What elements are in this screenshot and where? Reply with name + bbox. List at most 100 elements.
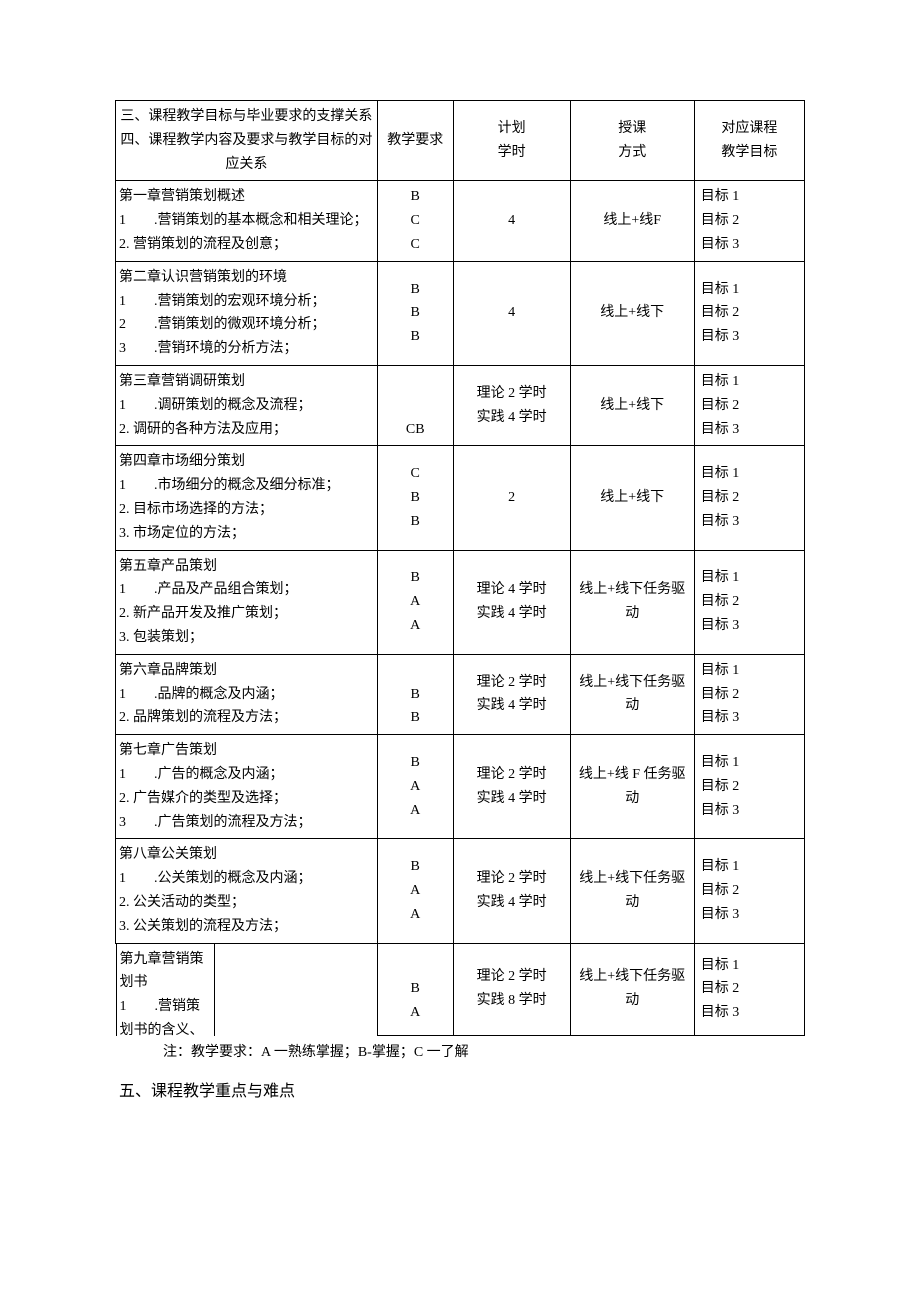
hours-value: 理论 4 学时 bbox=[457, 578, 567, 602]
goal-value: 目标 2 bbox=[701, 394, 801, 418]
cell-method: 线上+线下任务驱动 bbox=[570, 839, 694, 943]
table-row: 第六章品牌策划 1 .品牌的概念及内涵； 2. 品牌策划的流程及方法； BB理论… bbox=[116, 654, 805, 734]
goal-value: 目标 1 bbox=[701, 751, 801, 775]
header-goals-l1: 对应课程 bbox=[698, 117, 801, 141]
header-method: 授课 方式 bbox=[570, 101, 694, 181]
cell-method: 线上+线下 bbox=[570, 365, 694, 445]
cell-goals: 目标 1目标 2目标 3 bbox=[694, 550, 804, 654]
hours-value: 实践 4 学时 bbox=[457, 891, 567, 915]
hours-value: 4 bbox=[457, 209, 567, 233]
req-value: B bbox=[381, 325, 450, 349]
header-hours-l2: 学时 bbox=[457, 141, 567, 165]
hours-value: 4 bbox=[457, 301, 567, 325]
req-value: B bbox=[381, 566, 450, 590]
cell-hours: 4 bbox=[453, 261, 570, 365]
req-value: A bbox=[381, 590, 450, 614]
header-method-l1: 授课 bbox=[574, 117, 691, 141]
req-value: B bbox=[381, 185, 450, 209]
goal-value: 目标 2 bbox=[701, 209, 801, 233]
hours-value: 2 bbox=[457, 486, 567, 510]
req-value: A bbox=[381, 879, 450, 903]
cell-hours: 2 bbox=[453, 446, 570, 550]
goal-value: 目标 2 bbox=[701, 775, 801, 799]
cell-hours: 理论 2 学时实践 4 学时 bbox=[453, 839, 570, 943]
header-req: 教学要求 bbox=[377, 101, 453, 181]
hours-value: 实践 8 学时 bbox=[457, 989, 567, 1013]
req-value: B bbox=[381, 278, 450, 302]
cell-req: BAA bbox=[377, 839, 453, 943]
req-value bbox=[381, 954, 450, 978]
header-hours: 计划 学时 bbox=[453, 101, 570, 181]
cell-req: BCC bbox=[377, 181, 453, 261]
hours-value: 实践 4 学时 bbox=[457, 787, 567, 811]
cell-goals: 目标 1目标 2目标 3 bbox=[694, 943, 804, 1036]
course-table: 三、课程教学目标与毕业要求的支撑关系四、课程教学内容及要求与教学目标的对应关系 … bbox=[115, 100, 805, 1036]
cell-goals: 目标 1目标 2目标 3 bbox=[694, 181, 804, 261]
hours-value: 实践 4 学时 bbox=[457, 406, 567, 430]
req-value: A bbox=[381, 614, 450, 638]
table-note: 注：教学要求：A 一熟练掌握；B-掌握；C 一了解 bbox=[163, 1042, 805, 1064]
req-value: B bbox=[381, 855, 450, 879]
req-value: B bbox=[381, 683, 450, 707]
cell-goals: 目标 1目标 2目标 3 bbox=[694, 365, 804, 445]
req-value: B bbox=[381, 301, 450, 325]
req-value: B bbox=[381, 977, 450, 1001]
cell-req: BAA bbox=[377, 550, 453, 654]
hours-value: 理论 2 学时 bbox=[457, 382, 567, 406]
goal-value: 目标 2 bbox=[701, 301, 801, 325]
goal-value: 目标 3 bbox=[701, 418, 801, 442]
goal-value: 目标 3 bbox=[701, 903, 801, 927]
cell-goals: 目标 1目标 2目标 3 bbox=[694, 654, 804, 734]
goal-value: 目标 3 bbox=[701, 706, 801, 730]
hours-value: 理论 2 学时 bbox=[457, 763, 567, 787]
cell-req: CBB bbox=[377, 446, 453, 550]
goal-value: 目标 1 bbox=[701, 370, 801, 394]
header-goals: 对应课程 教学目标 bbox=[694, 101, 804, 181]
req-value bbox=[381, 370, 450, 394]
req-value: A bbox=[381, 903, 450, 927]
req-value: B bbox=[381, 706, 450, 730]
cell-req: BAA bbox=[377, 735, 453, 839]
cell-goals: 目标 1目标 2目标 3 bbox=[694, 261, 804, 365]
goal-value: 目标 1 bbox=[701, 185, 801, 209]
req-value: C bbox=[381, 462, 450, 486]
req-value: A bbox=[381, 799, 450, 823]
table-header-row: 三、课程教学目标与毕业要求的支撑关系四、课程教学内容及要求与教学目标的对应关系 … bbox=[116, 101, 805, 181]
goal-value: 目标 1 bbox=[701, 462, 801, 486]
goal-value: 目标 1 bbox=[701, 954, 801, 978]
goal-value: 目标 1 bbox=[701, 659, 801, 683]
goal-value: 目标 1 bbox=[701, 566, 801, 590]
goal-value: 目标 3 bbox=[701, 614, 801, 638]
hours-value: 实践 4 学时 bbox=[457, 694, 567, 718]
cell-req: BBB bbox=[377, 261, 453, 365]
cell-content: 第七章广告策划 1 .广告的概念及内涵； 2. 广告媒介的类型及选择； 3 .广… bbox=[116, 735, 378, 839]
cell-hours: 4 bbox=[453, 181, 570, 261]
table-row: 第四章市场细分策划 1 .市场细分的概念及细分标准； 2. 目标市场选择的方法；… bbox=[116, 446, 805, 550]
cell-goals: 目标 1目标 2目标 3 bbox=[694, 839, 804, 943]
cell-method: 线上+线下 bbox=[570, 261, 694, 365]
hours-value: 实践 4 学时 bbox=[457, 602, 567, 626]
req-value: B bbox=[381, 751, 450, 775]
cell-content: 第五章产品策划 1 .产品及产品组合策划； 2. 新产品开发及推广策划； 3. … bbox=[116, 550, 378, 654]
cell-content: 第八章公关策划 1 .公关策划的概念及内涵； 2. 公关活动的类型； 3. 公关… bbox=[116, 839, 378, 943]
goal-value: 目标 1 bbox=[701, 855, 801, 879]
cell-hours: 理论 2 学时实践 4 学时 bbox=[453, 654, 570, 734]
req-value: A bbox=[381, 775, 450, 799]
goal-value: 目标 3 bbox=[701, 510, 801, 534]
cell-method: 线上+线F bbox=[570, 181, 694, 261]
cell-content: 第二章认识营销策划的环境 1 .营销策划的宏观环境分析； 2 .营销策划的微观环… bbox=[116, 261, 378, 365]
goal-value: 目标 2 bbox=[701, 879, 801, 903]
table-row: 第五章产品策划 1 .产品及产品组合策划； 2. 新产品开发及推广策划； 3. … bbox=[116, 550, 805, 654]
req-value: A bbox=[381, 1001, 450, 1025]
cell-goals: 目标 1目标 2目标 3 bbox=[694, 735, 804, 839]
goal-value: 目标 3 bbox=[701, 325, 801, 349]
header-method-l2: 方式 bbox=[574, 141, 691, 165]
cell-content: 第一章营销策划概述 1 .营销策划的基本概念和相关理论； 2. 营销策划的流程及… bbox=[116, 181, 378, 261]
cell-hours: 理论 4 学时实践 4 学时 bbox=[453, 550, 570, 654]
table-row: 第三章营销调研策划 1 .调研策划的概念及流程； 2. 调研的各种方法及应用； … bbox=[116, 365, 805, 445]
table-row: 第九章营销策划书 1 .营销策划书的含义、作用及构成； 9 营销策划书的撰写、修… bbox=[116, 943, 805, 1036]
cell-content: 第三章营销调研策划 1 .调研策划的概念及流程； 2. 调研的各种方法及应用； bbox=[116, 365, 378, 445]
section-title: 五、课程教学重点与难点 bbox=[119, 1078, 805, 1107]
cell-method: 线上+线 F 任务驱动 bbox=[570, 735, 694, 839]
req-value: B bbox=[381, 510, 450, 534]
